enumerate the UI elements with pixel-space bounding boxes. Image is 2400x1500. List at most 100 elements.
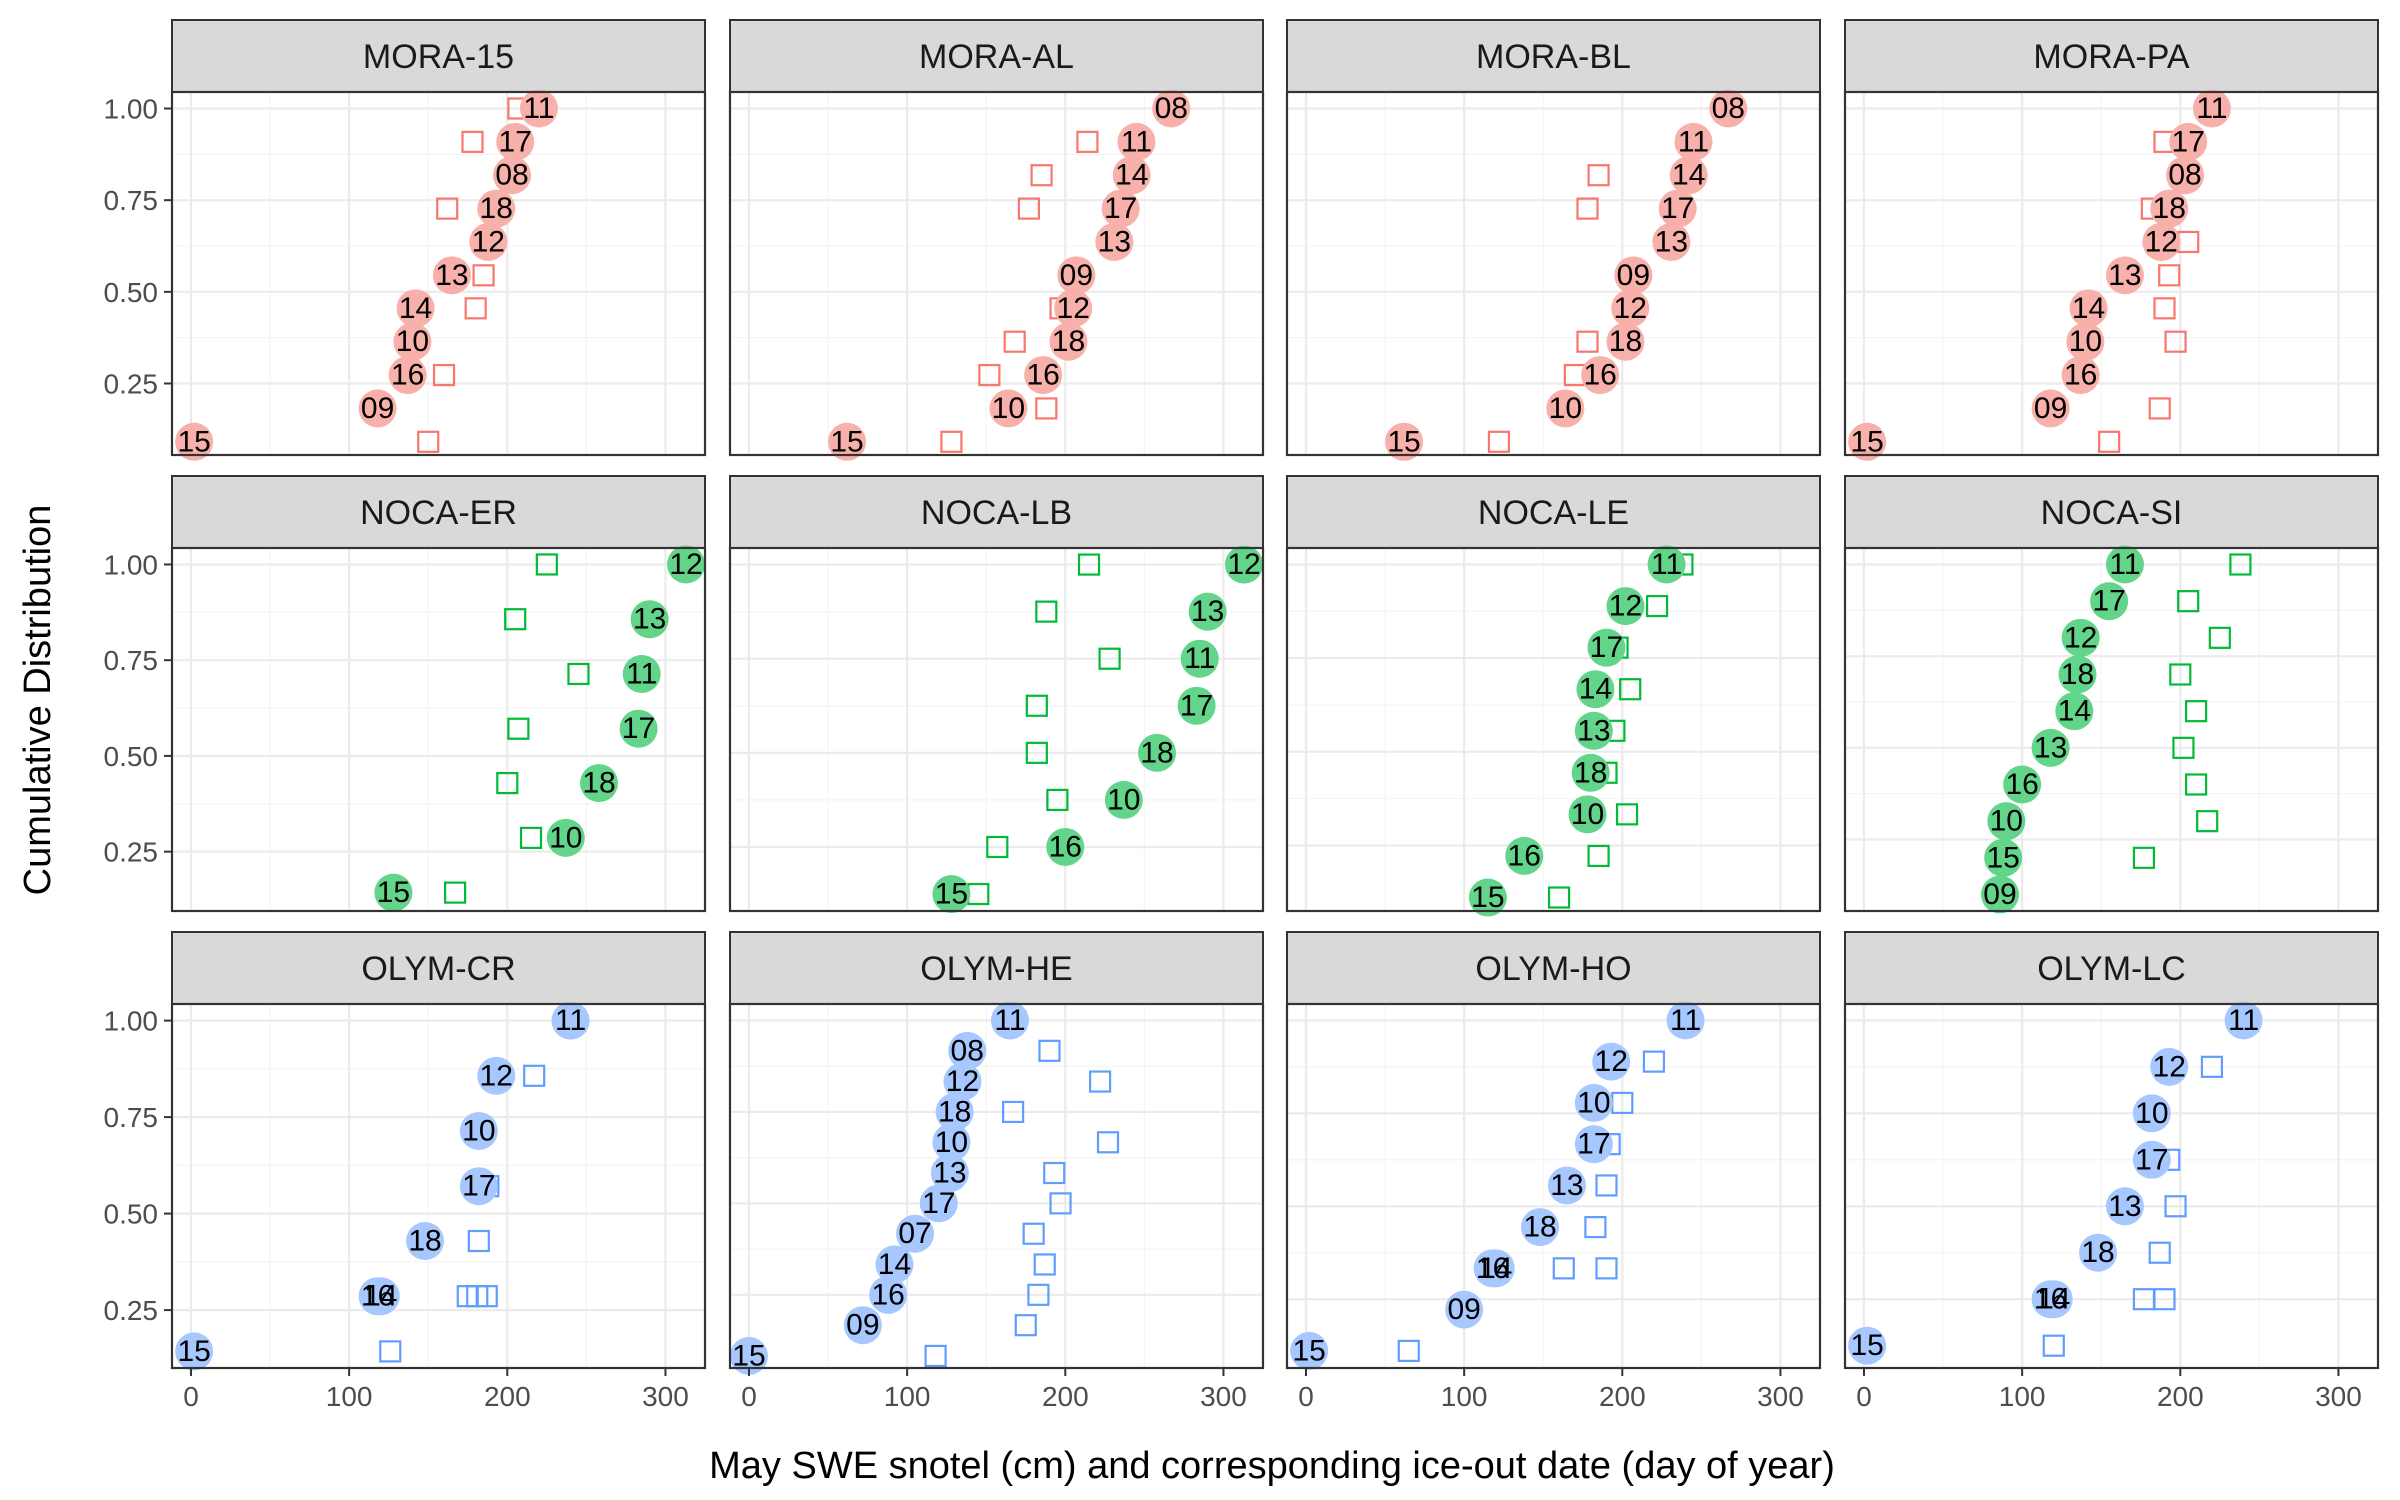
swe-year-label: 14	[2072, 292, 2105, 325]
ice-out-square	[567, 662, 590, 686]
ice-out-square	[986, 835, 1009, 859]
swe-point	[1611, 289, 1650, 328]
y-tick-label: 0.50	[104, 1199, 159, 1230]
ice-out-square	[1487, 430, 1511, 453]
swe-point	[459, 1167, 498, 1206]
swe-year-label: 11	[555, 1004, 586, 1037]
swe-year-label: 17	[922, 1187, 955, 1220]
panel-border	[170, 1002, 707, 1370]
swe-point	[2055, 692, 2094, 731]
swe-year-label: 12	[1609, 590, 1642, 623]
swe-year-label: 15	[830, 425, 863, 458]
swe-year-label: 14	[364, 1280, 397, 1313]
ice-out-square	[1098, 647, 1121, 670]
swe-year-label: 11	[523, 92, 554, 125]
swe-year-label: 15	[935, 878, 968, 911]
swe-year-label: 13	[2034, 731, 2067, 764]
ice-out-square	[1587, 844, 1610, 868]
swe-point	[2150, 189, 2189, 228]
swe-point	[1647, 545, 1686, 584]
swe-point	[477, 1056, 516, 1095]
swe-year-label: 14	[1479, 1252, 1512, 1285]
ice-out-square	[2177, 590, 2200, 613]
ice-out-square	[1003, 330, 1026, 353]
swe-year-label: 09	[1447, 1293, 1480, 1326]
swe-year-label: 08	[2168, 159, 2201, 192]
swe-year-label: 10	[2069, 325, 2102, 358]
ice-out-square	[2185, 700, 2208, 723]
x-tick-label: 300	[1200, 1381, 1247, 1412]
ice-out-square	[1576, 330, 1599, 353]
ice-out-square	[1035, 397, 1058, 420]
ice-out-square	[379, 1340, 402, 1363]
panel-border	[170, 90, 707, 457]
swe-year-label: 12	[2064, 621, 2097, 654]
swe-year-label: 17	[1180, 689, 1213, 722]
swe-point	[1658, 189, 1697, 228]
panel-background	[1287, 548, 1820, 911]
swe-year-label: 11	[1678, 125, 1709, 158]
swe-point	[175, 422, 214, 461]
x-tick-label: 100	[326, 1381, 373, 1412]
ice-out-square	[1615, 803, 1639, 826]
swe-year-label: 16	[1508, 839, 1541, 872]
panel-background	[730, 1004, 1263, 1368]
ice-out-square	[519, 826, 543, 849]
swe-point	[2166, 156, 2205, 195]
swe-point	[1101, 189, 1140, 228]
swe-point	[1046, 827, 1085, 866]
ice-out-square	[1022, 1222, 1045, 1245]
y-tick-label: 0.75	[104, 645, 159, 676]
swe-point	[1473, 1249, 1512, 1288]
swe-year-label: 10	[992, 392, 1025, 425]
swe-point	[1057, 256, 1096, 295]
swe-year-label: 11	[994, 1004, 1025, 1037]
swe-year-label: 10	[396, 325, 429, 358]
swe-year-label: 16	[2005, 768, 2038, 801]
swe-year-label: 12	[946, 1065, 979, 1098]
swe-point	[2169, 122, 2208, 161]
swe-year-label: 18	[582, 767, 615, 800]
swe-year-label: 15	[1986, 841, 2019, 874]
x-tick-label: 300	[642, 1381, 689, 1412]
swe-point	[1614, 256, 1653, 295]
ice-out-square	[2158, 264, 2181, 287]
x-tick-label: 100	[1999, 1381, 2046, 1412]
x-tick-label: 300	[2315, 1381, 2362, 1412]
swe-point	[358, 389, 397, 428]
ice-out-square	[940, 430, 963, 453]
swe-year-label: 15	[177, 425, 210, 458]
x-tick-label: 0	[1856, 1381, 1872, 1412]
facet-strip-label: NOCA-LE	[1478, 494, 1629, 532]
panel-background	[1845, 1004, 2378, 1368]
swe-point	[1848, 1326, 1887, 1365]
y-tick-label: 1.00	[104, 94, 159, 125]
swe-point	[1546, 389, 1585, 428]
ice-out-square	[1096, 1131, 1120, 1154]
swe-year-label: 14	[1115, 159, 1148, 192]
swe-year-label: 14	[878, 1248, 911, 1281]
swe-point	[1606, 322, 1645, 361]
ice-out-square	[1076, 130, 1099, 153]
swe-point	[2058, 655, 2097, 694]
swe-year-label: 15	[1850, 425, 1883, 458]
ice-out-square	[2148, 1241, 2171, 1264]
x-tick-label: 200	[1599, 1381, 1646, 1412]
ice-out-square	[1014, 1314, 1037, 1337]
swe-point	[843, 1306, 882, 1345]
facet-strip-label: OLYM-LC	[2037, 950, 2186, 988]
swe-point	[393, 322, 432, 361]
swe-year-label: 18	[1052, 325, 1085, 358]
swe-point	[1138, 733, 1177, 772]
y-tick-label: 0.75	[104, 1102, 159, 1133]
facet-strip	[171, 931, 706, 1005]
swe-point	[935, 1092, 974, 1131]
facet-strip-label: NOCA-ER	[360, 494, 517, 532]
swe-point	[1547, 1166, 1586, 1205]
swe-year-label: 18	[1609, 325, 1642, 358]
panel-background	[172, 548, 705, 911]
